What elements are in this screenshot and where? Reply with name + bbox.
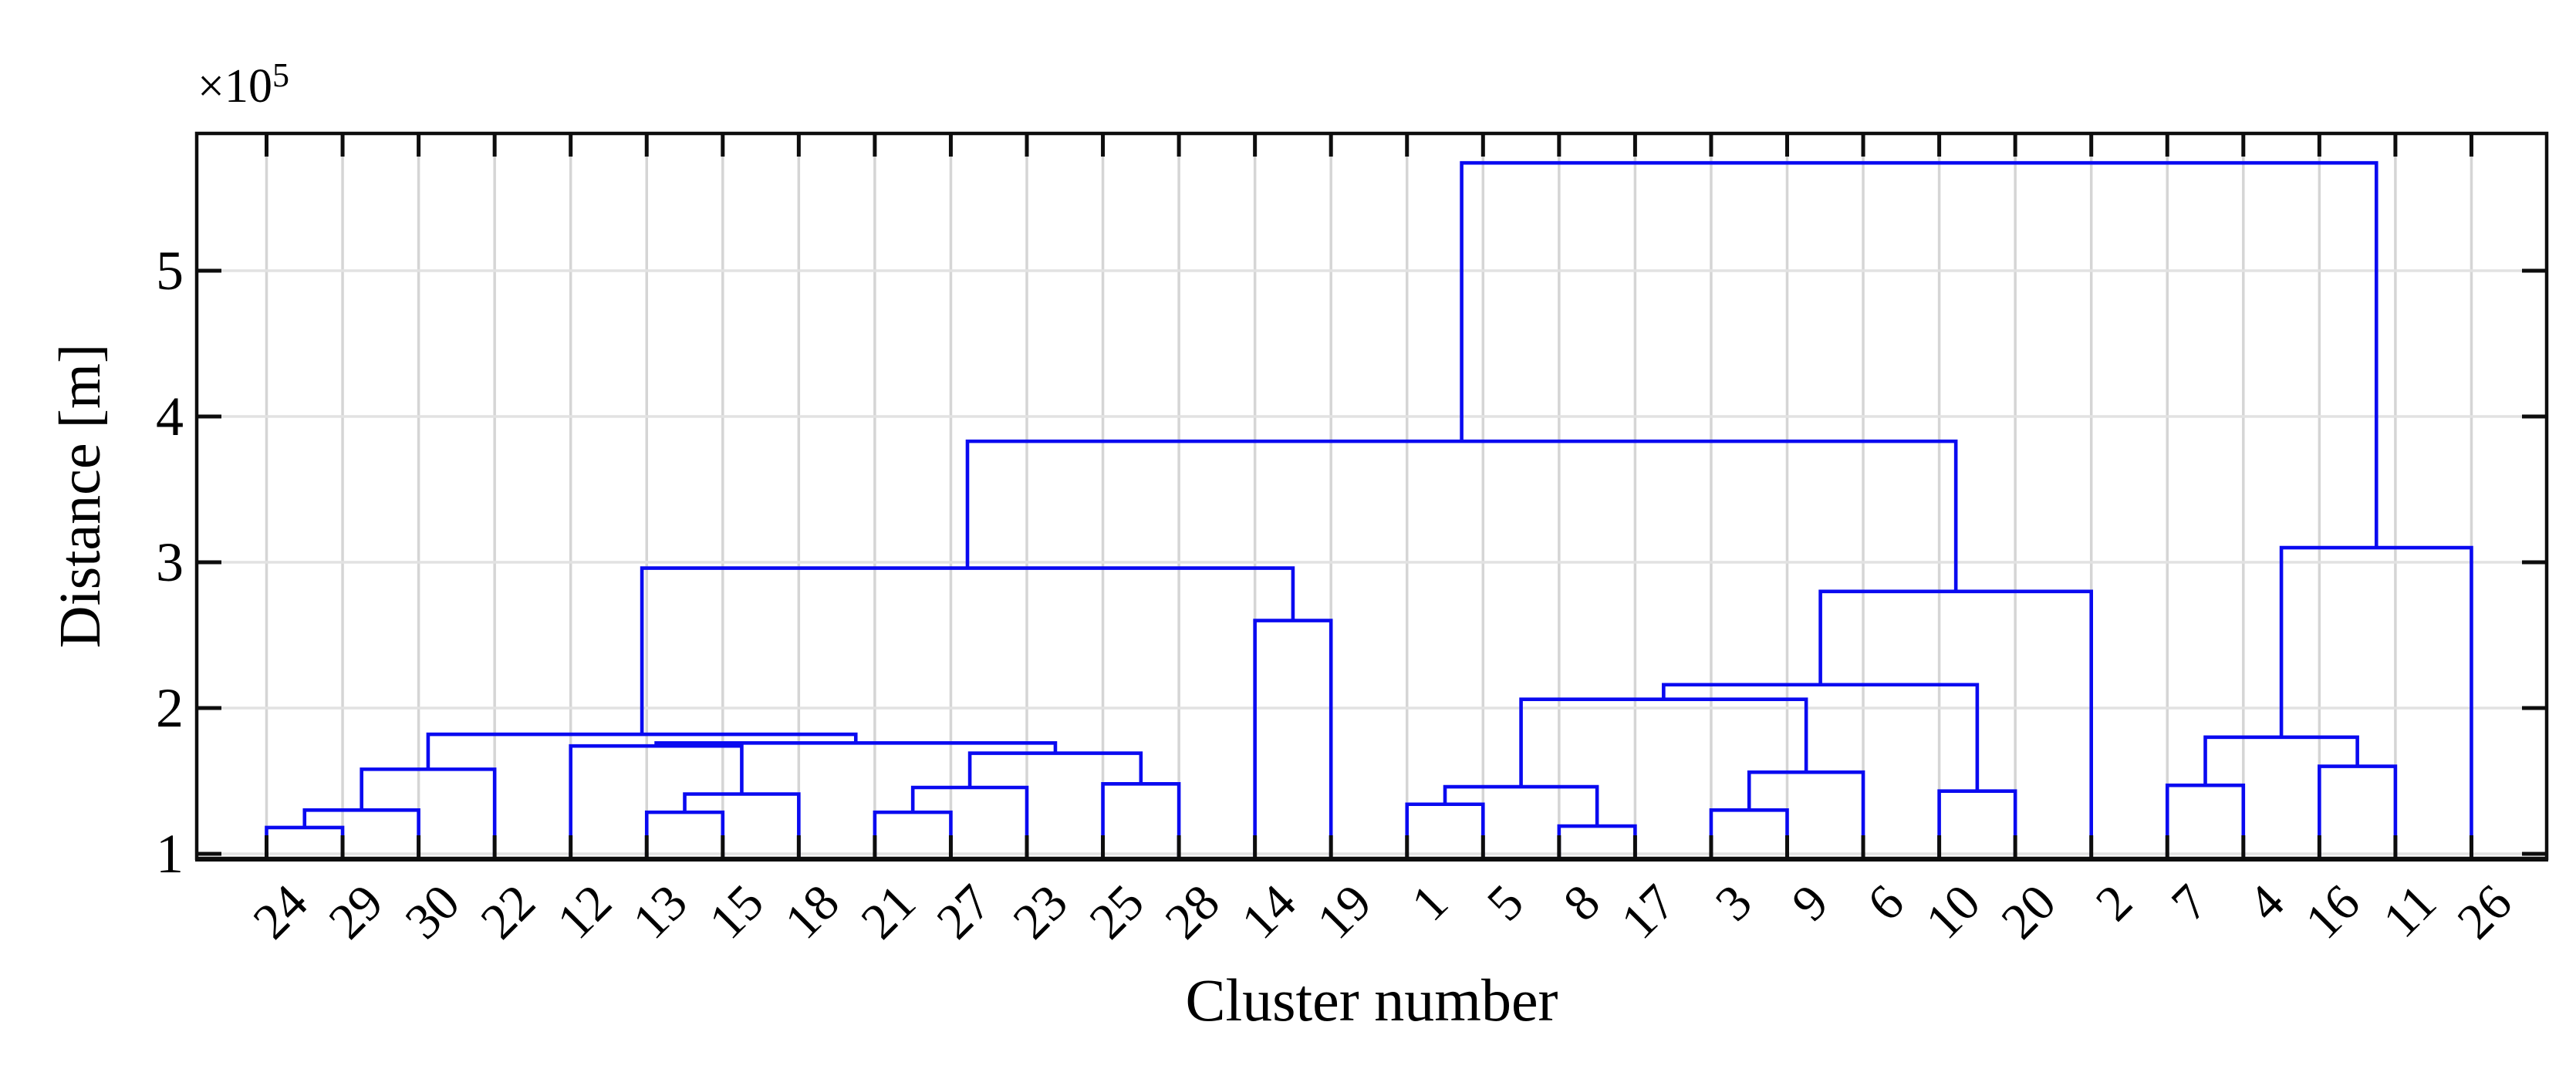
x-axis-title: Cluster number bbox=[1185, 966, 1558, 1034]
dendrogram-link bbox=[873, 810, 953, 858]
offset-base-text: ×10 bbox=[198, 60, 272, 113]
y-axis-offset-label: ×105 bbox=[198, 56, 290, 113]
y-tick-label: 2 bbox=[156, 677, 184, 739]
dendrogram-link bbox=[1747, 770, 1865, 858]
offset-exponent-text: 5 bbox=[272, 56, 290, 94]
dendrogram-link bbox=[426, 732, 858, 770]
dendrogram-link bbox=[1405, 802, 1485, 858]
dendrogram-link bbox=[302, 808, 420, 858]
dendrogram-link bbox=[1253, 619, 1333, 858]
dendrogram-link bbox=[1709, 808, 1789, 858]
dendrogram-link bbox=[2203, 735, 2359, 786]
dendrogram-link bbox=[683, 792, 801, 858]
dendrogram-link bbox=[2318, 764, 2398, 858]
y-axis-title: Distance [m] bbox=[48, 343, 113, 649]
dendrogram-link bbox=[2165, 783, 2246, 858]
y-tick-label: 3 bbox=[156, 531, 184, 593]
dendrogram-link bbox=[1818, 589, 2093, 858]
y-tick-label: 1 bbox=[156, 823, 184, 885]
dendrogram-link bbox=[1937, 789, 2017, 858]
dendrogram-link bbox=[2279, 545, 2473, 858]
dendrogram-link bbox=[644, 810, 725, 858]
axes-frame bbox=[194, 131, 2549, 861]
dendrogram-link bbox=[910, 785, 1029, 858]
dendrogram-link bbox=[1101, 781, 1181, 858]
dendrogram-link bbox=[1460, 160, 2378, 548]
y-tick-label: 5 bbox=[156, 240, 184, 302]
dendrogram-link bbox=[360, 767, 497, 858]
dendrogram-link bbox=[569, 744, 744, 858]
y-tick-label: 4 bbox=[156, 386, 184, 447]
dendrogram-link bbox=[1443, 784, 1599, 827]
